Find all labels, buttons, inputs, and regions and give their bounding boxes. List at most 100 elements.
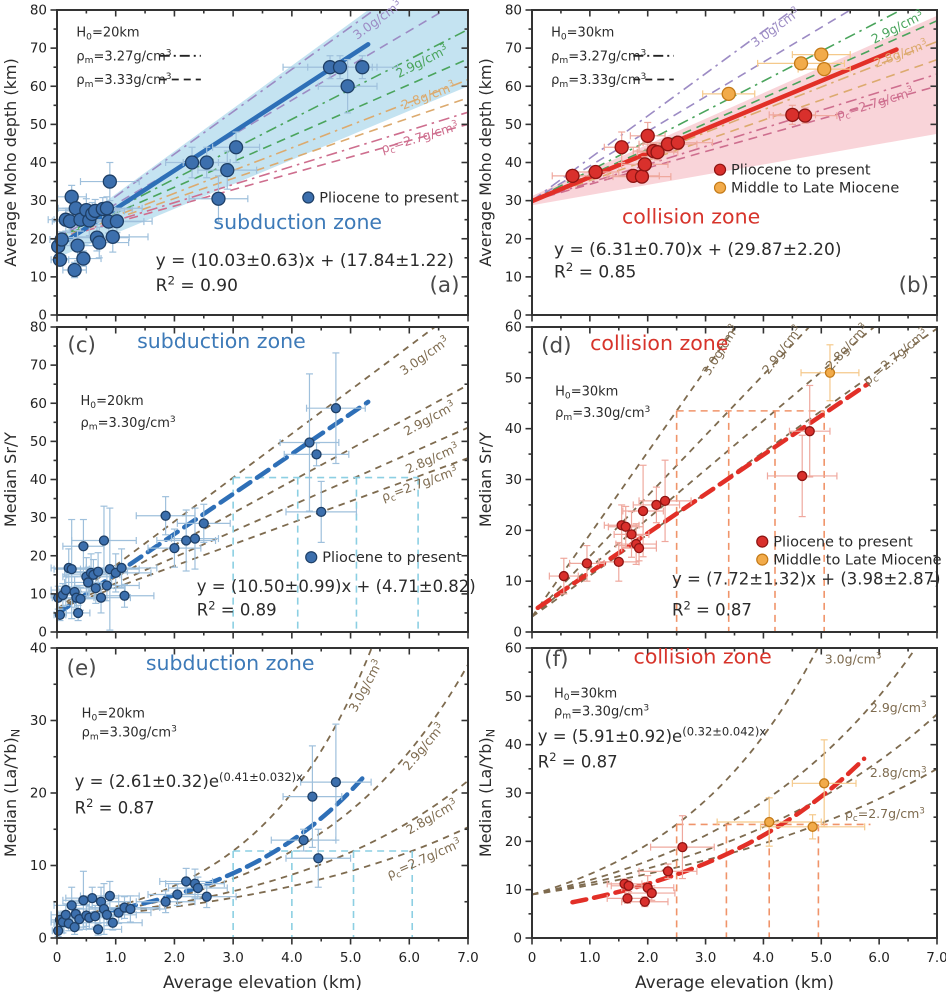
data-point <box>677 841 688 853</box>
y-tick-label: 10 <box>30 269 47 285</box>
panel-letter: (c) <box>67 333 96 358</box>
data-point <box>95 592 107 603</box>
isostasy-reference-line <box>57 662 468 921</box>
isostasy-line-label: 3.0g/cm3 <box>825 651 882 666</box>
y-tick-label: 0 <box>513 625 522 641</box>
data-point <box>67 262 82 278</box>
x-tick-label: 1.0 <box>105 950 126 966</box>
panel-title: subduction zone <box>213 210 382 234</box>
axis-ticks <box>50 647 469 945</box>
annotation: ρm=3.33g/cm3 <box>551 72 646 90</box>
legend-marker <box>756 553 769 566</box>
data-point <box>304 437 315 448</box>
isostasy-reference-line <box>532 648 917 896</box>
y-tick-label: 60 <box>30 79 47 95</box>
x-tick-label: 5.0 <box>340 950 361 966</box>
isostasy-line-label: 2.9g/cm3 <box>870 700 927 715</box>
series-orange <box>824 367 836 378</box>
x-tick-label: 7.0 <box>457 950 478 966</box>
data-point <box>101 580 113 591</box>
data-point <box>78 541 89 552</box>
y-tick-label: 20 <box>30 786 47 802</box>
y-tick-label: 20 <box>30 548 47 564</box>
x-tick-label: 6.0 <box>868 950 889 966</box>
data-point <box>76 251 91 266</box>
y-axis-title: Average Moho depth (km) <box>1 58 20 266</box>
y-tick-label: 80 <box>505 3 522 19</box>
data-point <box>104 890 115 902</box>
data-point <box>623 880 634 891</box>
series-blue <box>51 60 370 278</box>
isostasy-line-label: ρc=2.7g/cm3 <box>845 806 925 824</box>
data-point <box>785 107 800 122</box>
equation-line: y = (7.72±1.32)x + (3.98±2.87) <box>672 570 941 589</box>
y-tick-label: 50 <box>30 434 47 450</box>
data-point <box>620 521 631 532</box>
data-point <box>764 816 775 828</box>
data-point <box>640 128 655 143</box>
axis-ticks <box>50 326 469 639</box>
data-point <box>817 61 832 77</box>
y-tick-label: 60 <box>30 396 47 412</box>
data-point <box>181 535 192 546</box>
regression-line <box>535 381 870 611</box>
y-tick-label: 10 <box>30 586 47 602</box>
series-red <box>619 841 688 907</box>
isostasy-reference-line <box>57 426 468 610</box>
y-tick-label: 10 <box>505 269 522 285</box>
data-point <box>109 214 125 229</box>
regression-line <box>57 399 371 617</box>
data-point <box>313 853 324 864</box>
y-axis-title: Median Sr/Y <box>1 432 20 527</box>
data-point <box>169 542 180 554</box>
data-point <box>565 168 580 183</box>
data-point <box>316 506 327 518</box>
data-point <box>793 56 809 71</box>
y-tick-label: 30 <box>30 193 47 209</box>
data-point <box>125 903 136 915</box>
data-point <box>92 566 104 577</box>
y-tick-label: 10 <box>505 574 522 590</box>
y-tick-label: 50 <box>30 117 47 133</box>
panel-letter: (d) <box>541 333 571 358</box>
y-axis-title: Median Sr/Y <box>476 432 495 527</box>
data-point <box>69 921 80 933</box>
isostasy-line-label: 2.8g/cm3 <box>403 796 460 837</box>
y-tick-label: 30 <box>505 193 522 209</box>
x-tick-label: 3.0 <box>695 950 716 966</box>
y-tick-label: 30 <box>30 510 47 526</box>
data-point <box>82 577 94 588</box>
y-tick-label: 20 <box>505 834 522 850</box>
data-point <box>637 157 652 172</box>
series-orange <box>764 778 830 832</box>
data-point <box>181 876 192 887</box>
isostasy-reference-line <box>532 327 737 618</box>
x-tick-label: 5.0 <box>811 950 832 966</box>
data-point <box>340 79 355 94</box>
data-point <box>189 533 201 544</box>
legend-label: Pliocene to present <box>731 163 871 179</box>
legend-label: Pliocene to present <box>773 535 913 551</box>
data-point <box>199 155 214 170</box>
isostasy-line-label: 2.9g/cm3 <box>401 398 458 439</box>
x-tick-label: 4.0 <box>753 950 774 966</box>
data-point <box>53 925 64 936</box>
annotation: H0=20km <box>82 707 145 724</box>
x-tick-label: 4.0 <box>281 950 302 966</box>
y-tick-label: 0 <box>38 308 47 324</box>
legend-label: Middle to Late Miocene <box>773 553 941 569</box>
isostasy-reference-line <box>532 327 811 618</box>
data-point <box>622 893 633 904</box>
isostasy-reference-line <box>532 767 937 896</box>
data-point <box>613 556 624 567</box>
axis-ticks <box>525 647 938 945</box>
data-point <box>90 911 101 922</box>
equation-line: R2 = 0.85 <box>554 260 636 282</box>
isostasy-reference-line <box>57 457 468 610</box>
y-tick-label: 0 <box>513 308 522 324</box>
x-axis-title: Average elevation (km) <box>163 973 362 993</box>
isostasy-reference-line <box>57 648 373 921</box>
annotation: H0=30km <box>555 385 618 402</box>
data-point <box>98 535 110 546</box>
y-tick-label: 40 <box>505 155 522 171</box>
